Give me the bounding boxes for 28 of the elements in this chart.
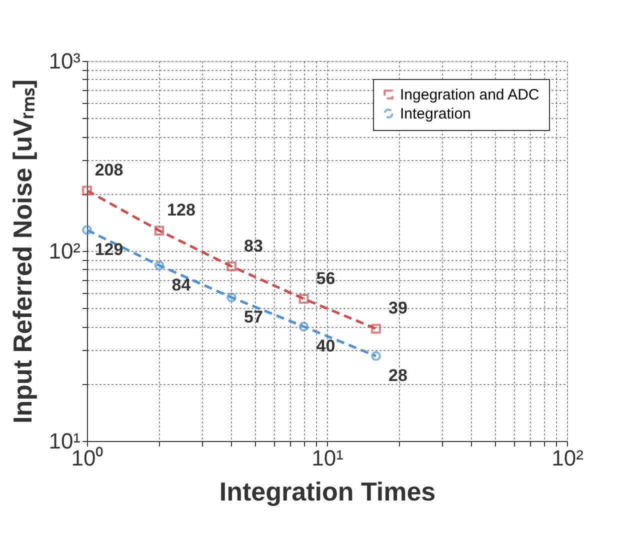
point	[298, 294, 309, 304]
data-label: 128	[167, 200, 196, 220]
point	[371, 351, 381, 361]
data-label: 40	[316, 336, 336, 356]
data-label: 28	[388, 366, 408, 386]
point	[154, 226, 164, 236]
data-label: 208	[94, 160, 124, 180]
point	[82, 186, 92, 196]
point	[226, 292, 236, 302]
point	[154, 260, 164, 270]
y-tick-label: 10²	[48, 238, 80, 264]
data-label: 39	[388, 298, 408, 318]
data-label: 83	[244, 236, 263, 256]
point	[226, 262, 236, 272]
point	[371, 324, 381, 334]
x-axis-title: Integration Times	[219, 476, 436, 506]
x-tick-label: 10¹	[312, 446, 344, 470]
point	[82, 225, 92, 235]
y-axis-title: Input Referred Noise [uVᵣₘₛ]	[8, 79, 38, 424]
data-label: 56	[316, 268, 336, 288]
y-tick-label: 10³	[48, 48, 80, 74]
data-label: 57	[244, 307, 263, 326]
legend-label: Integration	[400, 106, 471, 122]
x-tick-label: 10²	[552, 446, 584, 470]
legend-label: Ingegration and ADC	[400, 86, 540, 104]
point	[298, 322, 309, 332]
data-label: 84	[172, 275, 192, 294]
data-label: 129	[94, 240, 124, 259]
